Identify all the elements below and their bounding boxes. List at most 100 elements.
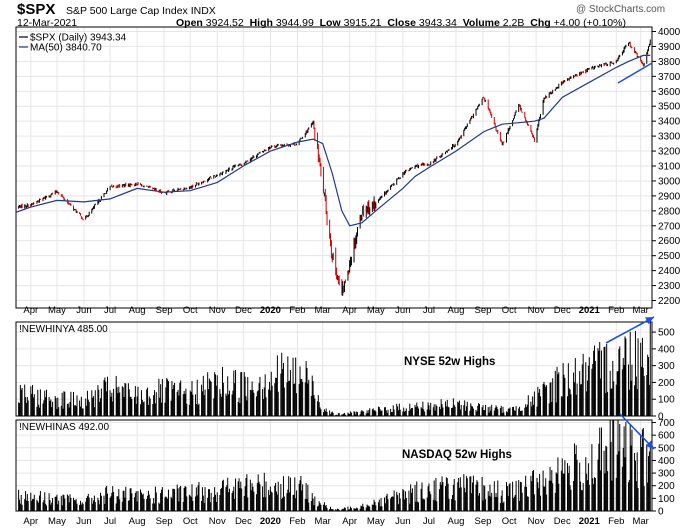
y-tick-label: 3300 [658,132,681,143]
open-label: Open [176,17,203,29]
y-tick-label: 2200 [658,296,681,307]
close-label: Close [387,17,416,29]
high-value: 3944.99 [275,17,314,29]
x-tick-label: Nov [209,516,226,527]
y-tick-label: 300 [658,469,675,480]
y-tick-label: 100 [658,395,675,406]
nasdaq-falling-arrow [619,413,655,450]
y-tick-label: 300 [658,361,675,372]
x-tick-label: Apr [342,516,357,527]
chg-label: Chg [530,17,551,29]
nyse-panel-title: !NEWHINYA 485.00 [19,324,108,335]
y-tick-label: 200 [658,481,675,492]
panel-frame [15,321,653,417]
x-tick-label: Apr [23,305,38,316]
x-tick-label: Feb [608,516,624,527]
y-tick-label: 3400 [658,117,681,128]
x-tick-label: Sep [156,305,173,316]
x-tick-label: Jun [395,516,410,527]
legend-label-spx: $SPX (Daily) 3943.34 [30,33,127,44]
nasdaq-panel-title: !NEWHINAS 492.00 [19,422,109,433]
x-tick-label: Mar [632,305,648,316]
x-tick-label: Aug [129,516,146,527]
x-tick-label: Apr [23,516,38,527]
y-tick-label: 500 [658,443,675,454]
x-tick-label: Feb [289,305,305,316]
y-tick-label: 700 [658,418,675,429]
x-tick-label: Nov [209,305,226,316]
x-tick-label: Jun [395,305,410,316]
x-tick-label: Oct [502,516,517,527]
y-tick-label: 500 [658,328,675,339]
x-tick-label: May [367,305,385,316]
x-tick-label: Dec [554,305,571,316]
nasdaq-annotation: NASDAQ 52w Highs [402,449,512,461]
open-value: 3924.52 [205,17,244,29]
y-tick-label: 3000 [658,176,681,187]
x-tick-label: Feb [289,516,305,527]
y-tick-label: 2400 [658,266,681,277]
x-tick-label: Jul [104,516,116,527]
x-tick-label: Apr [342,305,357,316]
low-label: Low [319,17,341,29]
volume-value: 2.2B [502,17,525,29]
y-tick-label: 400 [658,456,675,467]
x-tick-label: Sep [475,516,492,527]
y-tick-label: 3700 [658,72,681,83]
nasdaq-falling-arrow-head [645,440,654,449]
y-tick-label: 3900 [658,42,681,53]
x-tick-label: Dec [235,305,252,316]
ma50-line [15,54,651,227]
low-value: 3915.21 [343,17,382,29]
y-tick-label: 3600 [658,87,681,98]
y-tick-label: 0 [658,412,664,423]
x-tick-label: Jul [104,305,116,316]
x-tick-label: 2021 [579,305,601,316]
y-tick-label: 2700 [658,221,681,232]
chg-value: +4.00 (+0.10%) [553,17,626,29]
x-tick-label: 2020 [260,516,281,527]
x-tick-label: May [48,516,66,527]
x-tick-label: Oct [502,305,517,316]
y-tick-label: 2500 [658,251,681,262]
x-tick-label: Dec [554,516,571,527]
x-tick-label: May [367,516,385,527]
y-tick-label: 0 [658,507,664,518]
nyse-rising-arrow [605,316,655,344]
nyse-rising-arrow-head [645,317,654,325]
y-tick-label: 200 [658,378,675,389]
chart-source-credit[interactable]: @ StockCharts.com [576,4,666,15]
ohlc-readout: Open 3924.52 High 3944.99 Low 3915.21 Cl… [176,17,626,29]
x-tick-label: Aug [448,305,465,316]
y-tick-label: 400 [658,344,675,355]
x-tick-label: Nov [528,516,545,527]
y-tick-label: 600 [658,431,675,442]
x-tick-label: Oct [183,305,198,316]
x-tick-label: Mar [314,516,330,527]
x-tick-label: 2020 [260,305,281,316]
y-tick-label: 3800 [658,57,681,68]
y-tick-label: 2900 [658,191,681,202]
high-label: High [249,17,273,29]
y-tick-label: 4000 [658,27,681,38]
y-tick-label: 3100 [658,162,681,173]
x-tick-label: Dec [235,516,252,527]
panel-frame [15,26,653,309]
chart-date: 12-Mar-2021 [17,17,78,29]
legend-label-ma50: MA(50) 3840.70 [30,43,102,54]
trend-arrow [617,62,653,84]
volume-label: Volume [462,17,500,29]
nyse-annotation: NYSE 52w Highs [404,356,495,368]
chart-symbol: $SPX [17,1,56,18]
x-tick-label: Aug [129,305,146,316]
x-tick-label: May [48,305,66,316]
y-tick-label: 2300 [658,281,681,292]
chart-security-name: S&P 500 Large Cap Index INDX [66,5,216,17]
y-tick-label: 3500 [658,102,681,113]
x-tick-label: Feb [608,305,624,316]
x-tick-label: Sep [156,516,173,527]
x-tick-label: Oct [183,516,198,527]
x-tick-label: Sep [475,305,492,316]
panel-frame [15,419,653,512]
